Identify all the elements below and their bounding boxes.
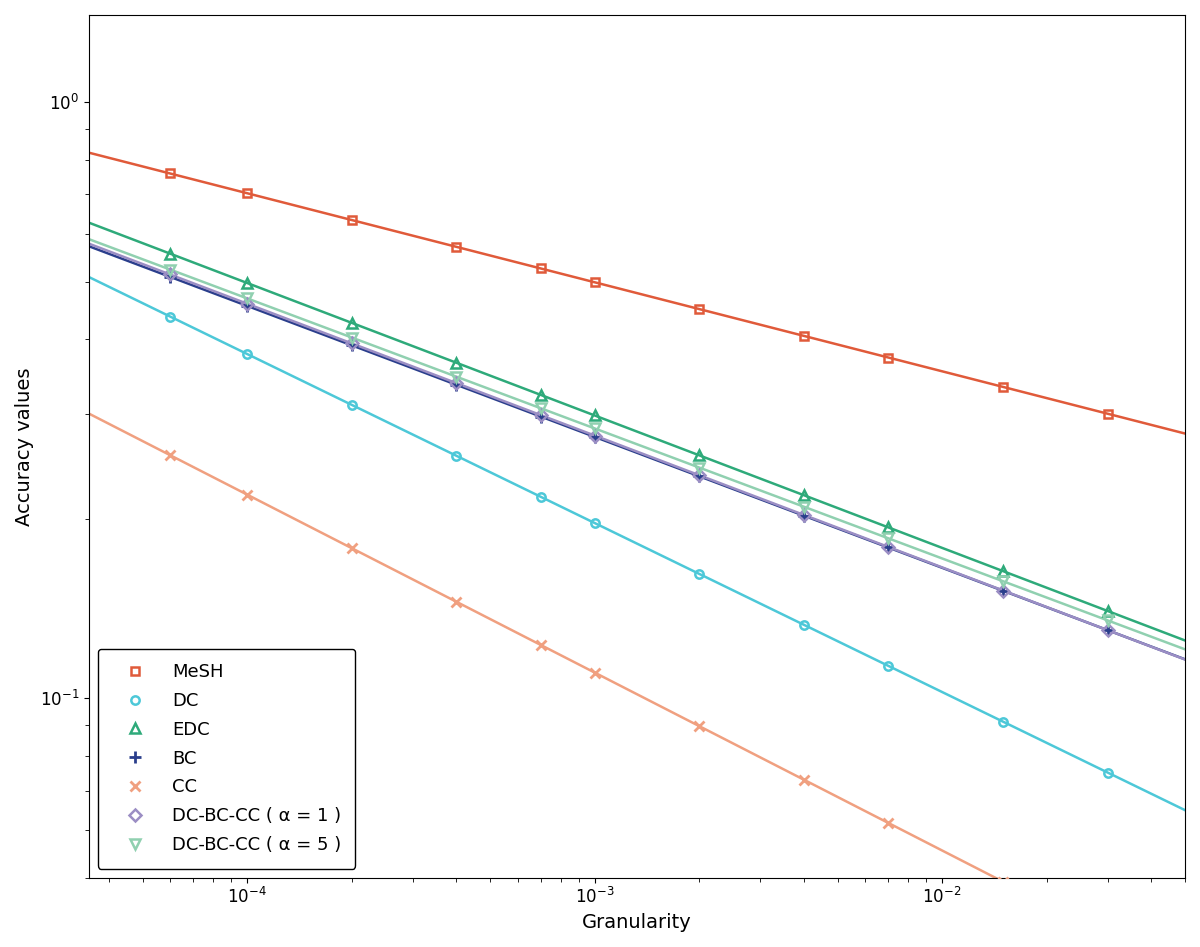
Line: DC-BC-CC ( α = 5 ): DC-BC-CC ( α = 5 ) [166,264,1112,625]
CC [797,774,811,785]
Line: DC: DC [166,313,1112,777]
DC [534,491,548,503]
MeSH [1100,408,1115,420]
CC [344,543,359,554]
EDC [449,357,463,368]
EDC [996,565,1010,577]
EDC [692,450,707,461]
BC [996,585,1010,597]
DC [588,517,602,528]
DC [797,619,811,631]
DC [449,450,463,461]
MeSH [344,214,359,225]
MeSH [797,331,811,342]
DC-BC-CC ( α = 1 ) [797,509,811,521]
BC [797,510,811,522]
DC-BC-CC ( α = 5 ) [797,501,811,512]
Line: BC: BC [164,271,1114,635]
DC [344,400,359,411]
Line: EDC: EDC [166,249,1112,616]
MeSH [996,382,1010,393]
DC-BC-CC ( α = 5 ) [240,293,254,304]
Line: CC: CC [166,450,1112,940]
MeSH [881,352,895,364]
BC [692,471,707,482]
MeSH [449,241,463,253]
BC [240,300,254,312]
DC-BC-CC ( α = 1 ) [534,409,548,420]
MeSH [163,168,178,179]
CC [240,489,254,500]
EDC [1100,605,1115,616]
MeSH [240,188,254,199]
DC-BC-CC ( α = 5 ) [1100,615,1115,626]
CC [1100,930,1115,941]
MeSH [588,277,602,288]
EDC [534,389,548,401]
DC-BC-CC ( α = 5 ) [534,402,548,414]
CC [534,639,548,651]
DC [692,568,707,580]
DC [996,716,1010,727]
DC [240,348,254,360]
EDC [344,317,359,329]
DC-BC-CC ( α = 5 ) [344,331,359,343]
MeSH [692,303,707,314]
CC [692,721,707,732]
BC [344,340,359,351]
CC [588,667,602,678]
DC-BC-CC ( α = 1 ) [344,338,359,349]
EDC [163,248,178,259]
DC-BC-CC ( α = 1 ) [996,585,1010,597]
DC-BC-CC ( α = 1 ) [240,298,254,310]
CC [881,817,895,829]
BC [881,542,895,553]
BC [1100,625,1115,636]
EDC [881,522,895,533]
DC-BC-CC ( α = 1 ) [163,269,178,280]
DC-BC-CC ( α = 5 ) [692,462,707,474]
BC [449,379,463,390]
DC-BC-CC ( α = 5 ) [163,264,178,276]
DC-BC-CC ( α = 5 ) [449,371,463,383]
MeSH [534,262,548,274]
BC [588,431,602,442]
Legend: MeSH, DC, EDC, BC, CC, DC-BC-CC ( α = 1 ), DC-BC-CC ( α = 5 ): MeSH, DC, EDC, BC, CC, DC-BC-CC ( α = 1 … [97,649,355,868]
BC [163,271,178,282]
X-axis label: Granularity: Granularity [582,913,691,932]
DC [881,660,895,671]
DC-BC-CC ( α = 5 ) [588,422,602,434]
DC-BC-CC ( α = 1 ) [588,430,602,441]
CC [996,876,1010,887]
DC-BC-CC ( α = 1 ) [881,542,895,553]
DC [1100,767,1115,778]
DC-BC-CC ( α = 1 ) [1100,625,1115,636]
EDC [797,490,811,501]
CC [449,596,463,607]
DC-BC-CC ( α = 5 ) [996,576,1010,587]
DC-BC-CC ( α = 1 ) [692,470,707,481]
CC [163,450,178,461]
Line: MeSH: MeSH [166,170,1112,418]
BC [534,411,548,422]
EDC [240,277,254,289]
DC [163,311,178,322]
DC-BC-CC ( α = 1 ) [449,378,463,389]
Line: DC-BC-CC ( α = 1 ): DC-BC-CC ( α = 1 ) [166,270,1112,634]
Y-axis label: Accuracy values: Accuracy values [14,367,34,526]
DC-BC-CC ( α = 5 ) [881,532,895,544]
EDC [588,410,602,421]
